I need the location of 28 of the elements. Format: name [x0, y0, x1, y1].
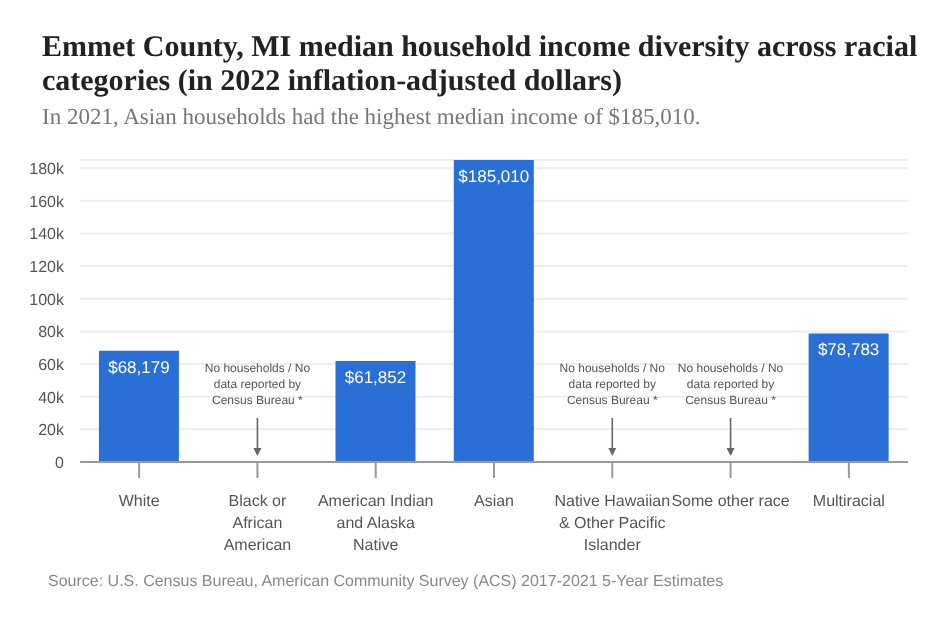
- x-tick-label: Some other race: [671, 492, 791, 510]
- y-tick-label: 80k: [38, 323, 66, 342]
- y-tick-label: 140k: [29, 225, 66, 244]
- x-tick-label: American Indian and Alaska Native: [317, 492, 434, 554]
- y-tick-label: 60k: [38, 356, 66, 375]
- data-label: $78,783: [817, 339, 880, 360]
- x-tick-label: White: [118, 492, 161, 510]
- y-tick-label: 100k: [29, 290, 66, 309]
- data-label: $61,852: [344, 367, 407, 388]
- data-label: $185,010: [458, 166, 530, 186]
- y-tick-label: 180k: [29, 160, 66, 179]
- x-tick-label: Multiracial: [812, 492, 886, 510]
- chart-title: Emmet County, MI median household income diversity across racial categories (in 2022 inflation-adjusted dollars): [42, 32, 920, 100]
- x-tick-label: Black or African American: [223, 492, 292, 554]
- y-tick-label: 160k: [29, 192, 66, 211]
- y-tick-label: 40k: [38, 388, 66, 407]
- bar: [335, 361, 416, 462]
- source-note: Source: U.S. Census Bureau, American Community Survey (ACS) 2017-2021 5-Year Estimates: [48, 572, 724, 590]
- chart-subtitle: In 2021, Asian households had the highest median income of $185,010.: [42, 106, 703, 130]
- bar: [808, 333, 889, 462]
- y-tick-label: 20k: [38, 421, 66, 440]
- x-tick-label: Asian: [473, 492, 515, 510]
- x-tick-label: Native Hawaiian & Other Pacific Islander: [554, 492, 671, 554]
- bar: [98, 350, 179, 462]
- bar: [453, 160, 534, 462]
- data-label: $68,179: [108, 356, 171, 377]
- y-tick-label: 120k: [29, 258, 66, 277]
- y-tick-label: 0: [55, 454, 66, 472]
